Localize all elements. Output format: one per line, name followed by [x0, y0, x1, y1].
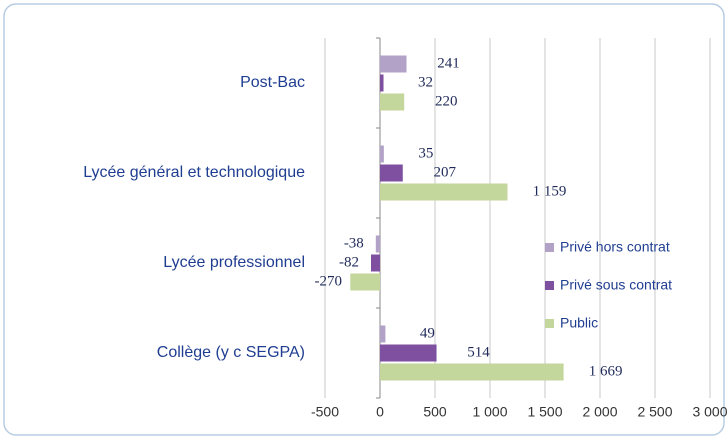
frame [3, 3, 725, 436]
data-label: -38 [344, 235, 364, 251]
bar [350, 273, 380, 291]
x-tick-label: 500 [423, 404, 447, 420]
x-tick-label: 2 500 [637, 404, 672, 420]
data-label: 49 [420, 325, 435, 341]
x-tick-label: 0 [376, 404, 384, 420]
x-tick-label: 1 000 [472, 404, 507, 420]
bar [380, 325, 386, 343]
bar [380, 363, 564, 381]
bar [380, 145, 384, 163]
x-tick-label: 1 500 [527, 404, 562, 420]
bar [380, 183, 508, 201]
legend-swatch [545, 319, 554, 328]
legend-swatch [545, 281, 554, 290]
bar [370, 254, 380, 272]
data-label: 220 [435, 93, 458, 109]
data-label: 207 [434, 164, 457, 180]
data-label: 514 [467, 344, 490, 360]
y-tick-label: Post-Bac [240, 74, 305, 91]
data-label: -82 [339, 254, 359, 270]
bar [380, 74, 384, 92]
legend-label: Privé sous contrat [560, 277, 672, 293]
bar [380, 344, 437, 362]
data-label: 1 159 [533, 183, 567, 199]
bar [380, 93, 405, 111]
data-label: -270 [315, 273, 343, 289]
data-label: 1 669 [589, 363, 623, 379]
data-label: 32 [418, 74, 433, 90]
bar [380, 55, 407, 73]
y-tick-label: Lycée général et technologique [83, 164, 305, 181]
legend-label: Privé hors contrat [560, 239, 670, 255]
x-tick-label: 3 000 [692, 404, 727, 420]
x-tick-label: -500 [311, 404, 339, 420]
x-tick-label: 2 000 [582, 404, 617, 420]
legend-swatch [545, 243, 554, 252]
data-label: 241 [437, 55, 460, 71]
bar [380, 164, 403, 182]
y-tick-label: Lycée professionnel [163, 254, 305, 271]
legend-label: Public [560, 315, 598, 331]
bar [375, 235, 380, 253]
y-tick-label: Collège (y c SEGPA) [157, 344, 305, 361]
data-label: 35 [418, 145, 433, 161]
